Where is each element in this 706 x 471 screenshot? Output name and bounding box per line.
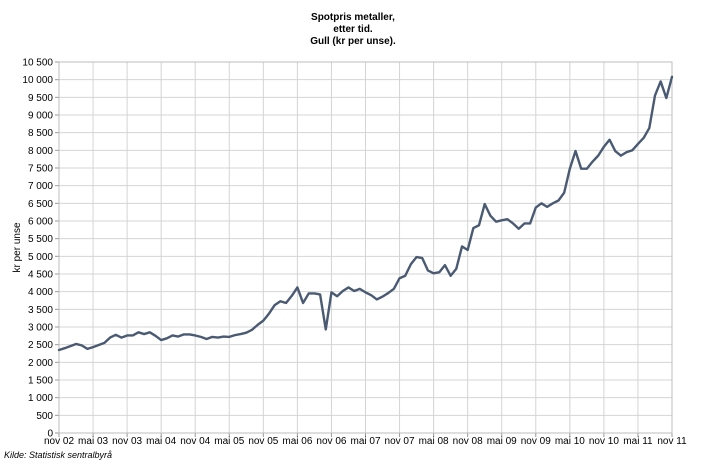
y-axis-ticks: 0 500 1 000 1 500 2 000 2 500 3 000 3 500 4 000 4…	[22, 58, 59, 440]
x-tick-label: nov 02	[44, 436, 74, 447]
x-tick-label: nov 11	[657, 436, 687, 447]
y-axis-label: kr per unse	[12, 222, 23, 272]
x-tick-label: nov 07	[385, 436, 415, 447]
y-tick-label: 6 500	[28, 199, 53, 210]
y-tick-label: 5 500	[28, 234, 53, 245]
chart-title-line-2: etter tid.	[333, 24, 373, 35]
y-tick-label: 10 000	[22, 75, 53, 86]
y-tick-label: 2 000	[28, 358, 53, 369]
y-tick-label: 2 500	[28, 340, 53, 351]
series-layer	[57, 75, 674, 352]
x-tick-label: mai 06	[282, 436, 312, 447]
y-tick-label: 3 000	[28, 323, 53, 334]
x-tick-label: mai 11	[623, 436, 653, 447]
x-tick-label: mai 08	[419, 436, 449, 447]
x-axis-ticks: nov 02 mai 03 nov 03 mai 04 nov 04 mai 05 nov …	[44, 433, 687, 447]
y-tick-label: 3 500	[28, 305, 53, 316]
x-tick-label: mai 04	[146, 436, 176, 447]
x-tick-label: mai 10	[555, 436, 585, 447]
x-tick-label: nov 05	[248, 436, 278, 447]
y-tick-label: 10 500	[22, 58, 53, 69]
x-tick-label: nov 08	[453, 436, 483, 447]
y-tick-label: 9 500	[28, 93, 53, 104]
y-tick-label: 0	[47, 429, 53, 440]
y-tick-label: 7 500	[28, 164, 53, 175]
y-tick-label: 5 000	[28, 252, 53, 263]
x-tick-label: nov 06	[316, 436, 346, 447]
y-tick-label: 500	[36, 411, 53, 422]
y-tick-label: 9 000	[28, 111, 53, 122]
series-line	[57, 75, 674, 352]
y-tick-label: 8 000	[28, 146, 53, 157]
x-tick-label: mai 07	[350, 436, 380, 447]
x-tick-label: mai 05	[214, 436, 244, 447]
x-tick-label: nov 09	[521, 436, 551, 447]
y-tick-label: 4 000	[28, 287, 53, 298]
x-tick-label: nov 04	[180, 436, 210, 447]
gridlines	[58, 61, 673, 434]
y-tick-label: 1 500	[28, 376, 53, 387]
y-tick-label: 8 500	[28, 128, 53, 139]
y-tick-label: 4 500	[28, 270, 53, 281]
x-tick-label: nov 03	[112, 436, 142, 447]
x-tick-label: nov 10	[589, 436, 619, 447]
x-tick-label: mai 09	[487, 436, 517, 447]
y-tick-label: 1 000	[28, 393, 53, 404]
source-note: Kilde: Statistisk sentralbyrå	[4, 450, 113, 460]
plot-area-frame	[58, 61, 673, 434]
chart-title-line-1: Spotpris metaller,	[311, 12, 395, 23]
x-tick-label: mai 03	[78, 436, 108, 447]
y-tick-label: 6 000	[28, 217, 53, 228]
y-tick-label: 7 000	[28, 181, 53, 192]
chart-title: Spotpris metaller, etter tid. Gull (kr p…	[0, 12, 706, 48]
chart-title-line-3: Gull (kr per unse).	[310, 36, 396, 47]
